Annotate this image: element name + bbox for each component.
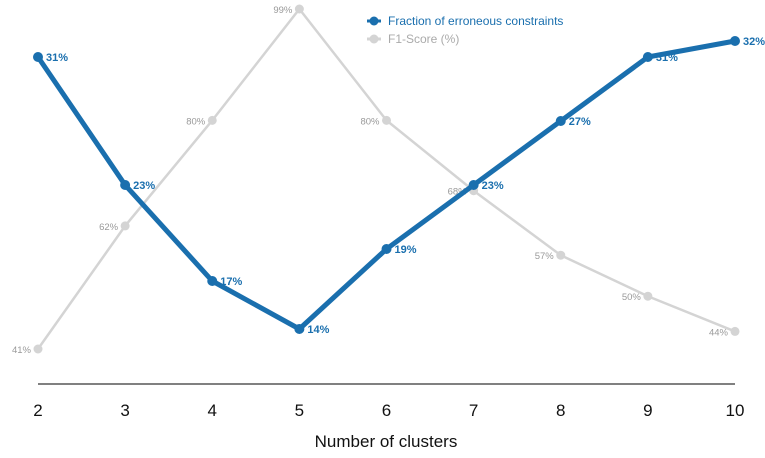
legend-label-primary: Fraction of erroneous constraints	[388, 14, 563, 28]
data-point-primary	[730, 36, 740, 46]
series-primary: 31% 23% 17% 14% 19% 23% 27% 31% 32%	[33, 36, 765, 336]
data-point-secondary	[294, 4, 304, 14]
data-label-secondary: 50%	[622, 292, 642, 303]
data-point-primary	[381, 244, 392, 254]
data-point-secondary	[33, 344, 43, 354]
data-point-primary	[33, 52, 43, 62]
x-tick-labels: 2 3 4 5 6 7 8 9 10	[33, 401, 744, 420]
x-tick-label: 7	[469, 401, 478, 420]
data-point-primary	[642, 52, 653, 62]
x-tick-label: 2	[33, 401, 42, 420]
x-tick-label: 5	[295, 401, 304, 420]
data-point-primary	[555, 116, 566, 126]
legend: Fraction of erroneous constraints F1-Sco…	[367, 14, 563, 46]
data-label-secondary: 44%	[709, 327, 729, 338]
data-label-primary: 14%	[307, 324, 329, 336]
data-point-primary	[207, 276, 218, 286]
x-tick-label: 8	[556, 401, 565, 420]
data-label-secondary: 57%	[535, 251, 555, 262]
data-label-primary: 23%	[482, 180, 504, 192]
x-tick-label: 6	[382, 401, 391, 420]
data-label-secondary: 99%	[273, 5, 293, 16]
data-label-secondary: 80%	[360, 116, 380, 127]
legend-item-secondary: F1-Score (%)	[367, 32, 459, 46]
data-point-secondary	[382, 115, 391, 125]
data-label-secondary: 41%	[12, 345, 32, 356]
x-tick-label: 9	[643, 401, 652, 420]
data-label-primary: 27%	[569, 116, 591, 128]
data-label-primary: 19%	[395, 244, 417, 256]
data-point-primary	[468, 180, 479, 190]
data-label-primary: 31%	[46, 52, 68, 64]
x-tick-label: 3	[120, 401, 129, 420]
data-label-secondary: 80%	[186, 116, 206, 127]
legend-label-secondary: F1-Score (%)	[388, 32, 459, 46]
data-label-secondary: 68%	[448, 187, 468, 198]
x-tick-label: 4	[208, 401, 217, 420]
data-point-secondary	[556, 250, 566, 260]
x-axis-title: Number of clusters	[315, 432, 458, 451]
data-label-secondary: 62%	[99, 222, 119, 233]
x-tick-label: 10	[726, 401, 745, 420]
data-point-secondary	[207, 115, 217, 125]
data-point-secondary	[730, 326, 740, 336]
legend-item-primary: Fraction of erroneous constraints	[367, 14, 563, 28]
data-point-primary	[120, 180, 131, 190]
data-point-secondary	[120, 221, 130, 231]
data-label-primary: 17%	[220, 276, 242, 288]
data-label-primary: 31%	[656, 52, 678, 64]
legend-marker-secondary	[369, 34, 379, 44]
legend-marker-primary	[369, 16, 379, 26]
data-label-primary: 23%	[133, 180, 155, 192]
data-label-primary: 32%	[743, 36, 765, 48]
series-layer: 41% 62% 80% 99% 80% 68% 57% 50% 44% 31% 23% 17% 14% 1…	[12, 4, 765, 356]
data-point-secondary	[643, 291, 653, 301]
data-point-primary	[294, 324, 305, 334]
